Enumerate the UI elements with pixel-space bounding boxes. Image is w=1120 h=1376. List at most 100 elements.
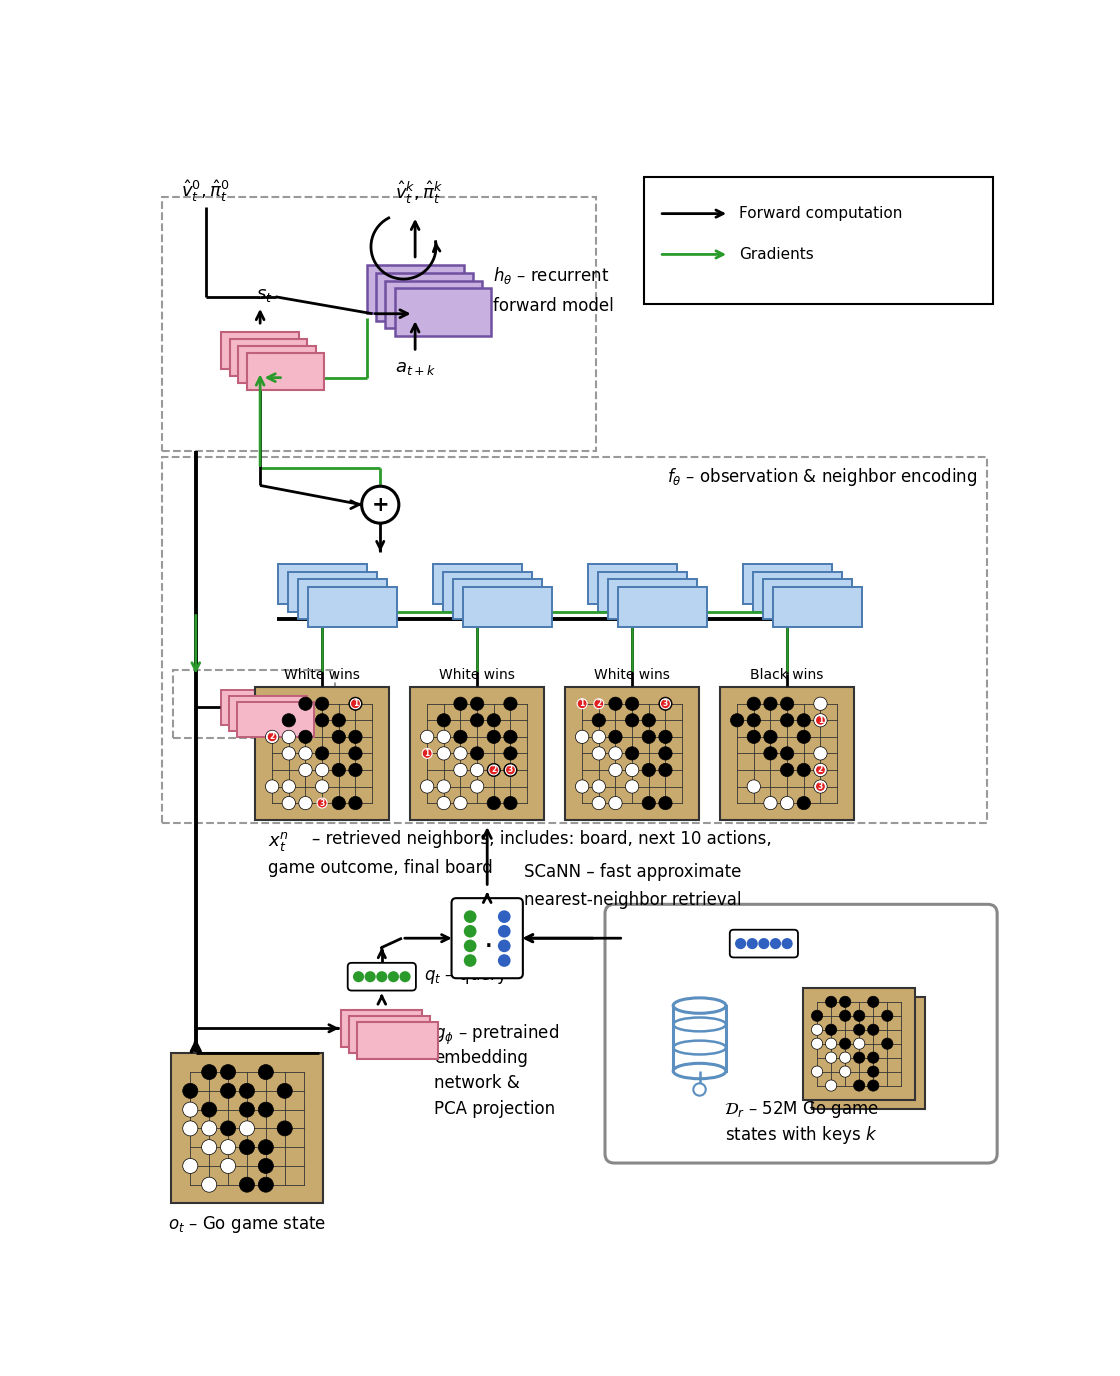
Circle shape bbox=[840, 996, 851, 1007]
Circle shape bbox=[758, 938, 769, 949]
Circle shape bbox=[834, 1006, 846, 1017]
FancyBboxPatch shape bbox=[644, 178, 992, 304]
Circle shape bbox=[265, 731, 279, 743]
Ellipse shape bbox=[673, 998, 726, 1013]
Circle shape bbox=[834, 1061, 846, 1072]
Circle shape bbox=[437, 747, 450, 760]
Circle shape bbox=[797, 731, 811, 743]
Circle shape bbox=[849, 1020, 860, 1031]
FancyBboxPatch shape bbox=[342, 1010, 422, 1047]
Circle shape bbox=[862, 1047, 874, 1058]
Circle shape bbox=[183, 1121, 198, 1137]
Circle shape bbox=[877, 1033, 888, 1044]
Circle shape bbox=[454, 731, 467, 743]
Text: $a_{t+k}$: $a_{t+k}$ bbox=[394, 359, 436, 377]
Text: forward model: forward model bbox=[493, 297, 614, 315]
Circle shape bbox=[317, 798, 327, 808]
Circle shape bbox=[877, 1090, 888, 1101]
Circle shape bbox=[849, 1047, 860, 1058]
Circle shape bbox=[853, 1010, 865, 1021]
Text: $\mathcal{D}_r$ – 52M Go game: $\mathcal{D}_r$ – 52M Go game bbox=[724, 1098, 878, 1120]
Text: PCA projection: PCA projection bbox=[435, 1099, 556, 1117]
Circle shape bbox=[576, 780, 589, 793]
Text: states with keys $k$: states with keys $k$ bbox=[725, 1124, 877, 1146]
Text: 3: 3 bbox=[507, 765, 513, 775]
Circle shape bbox=[892, 1047, 903, 1058]
Circle shape bbox=[642, 714, 655, 727]
Circle shape bbox=[892, 1020, 903, 1031]
FancyBboxPatch shape bbox=[366, 266, 464, 312]
Circle shape bbox=[498, 911, 511, 923]
Circle shape bbox=[625, 747, 638, 760]
Circle shape bbox=[659, 797, 672, 809]
FancyBboxPatch shape bbox=[442, 571, 532, 612]
FancyBboxPatch shape bbox=[451, 899, 523, 978]
Circle shape bbox=[277, 1083, 292, 1098]
FancyBboxPatch shape bbox=[605, 904, 997, 1163]
Circle shape bbox=[504, 764, 517, 776]
Circle shape bbox=[840, 1053, 851, 1064]
Circle shape bbox=[853, 1080, 865, 1091]
Circle shape bbox=[299, 764, 312, 776]
FancyBboxPatch shape bbox=[773, 588, 862, 627]
Circle shape bbox=[362, 486, 399, 523]
Circle shape bbox=[625, 764, 638, 776]
Circle shape bbox=[498, 925, 511, 937]
FancyBboxPatch shape bbox=[432, 564, 522, 604]
Circle shape bbox=[333, 731, 345, 743]
Circle shape bbox=[834, 1033, 846, 1044]
Circle shape bbox=[840, 1038, 851, 1050]
Bar bbox=[410, 687, 544, 820]
FancyBboxPatch shape bbox=[394, 289, 492, 336]
Circle shape bbox=[240, 1083, 254, 1098]
Text: 1: 1 bbox=[353, 699, 358, 709]
Circle shape bbox=[868, 1066, 879, 1077]
FancyBboxPatch shape bbox=[385, 281, 483, 329]
Circle shape bbox=[812, 1038, 823, 1050]
FancyBboxPatch shape bbox=[246, 354, 325, 389]
FancyBboxPatch shape bbox=[347, 963, 416, 991]
Circle shape bbox=[825, 1024, 837, 1035]
FancyBboxPatch shape bbox=[763, 579, 852, 619]
Circle shape bbox=[282, 714, 296, 727]
Circle shape bbox=[592, 731, 606, 743]
Text: 2: 2 bbox=[596, 699, 601, 709]
FancyBboxPatch shape bbox=[222, 332, 299, 369]
Bar bbox=[171, 1053, 323, 1204]
Circle shape bbox=[735, 938, 746, 949]
Text: embedding: embedding bbox=[435, 1049, 529, 1066]
Bar bbox=[720, 687, 853, 820]
Text: $\hat{v}_t^0, \hat{\pi}_t^0$: $\hat{v}_t^0, \hat{\pi}_t^0$ bbox=[181, 179, 231, 204]
Circle shape bbox=[221, 1121, 235, 1137]
Circle shape bbox=[221, 1139, 235, 1154]
Circle shape bbox=[221, 1159, 235, 1174]
Circle shape bbox=[348, 797, 362, 809]
Circle shape bbox=[853, 1053, 865, 1064]
Circle shape bbox=[862, 1020, 874, 1031]
Circle shape bbox=[815, 716, 825, 725]
Circle shape bbox=[821, 1020, 832, 1031]
Circle shape bbox=[821, 1075, 832, 1087]
Text: SCaNN – fast approximate: SCaNN – fast approximate bbox=[524, 863, 741, 881]
Circle shape bbox=[625, 714, 638, 727]
Text: 3: 3 bbox=[663, 699, 668, 709]
Circle shape bbox=[351, 699, 361, 709]
FancyBboxPatch shape bbox=[376, 272, 473, 321]
Text: game outcome, final board: game outcome, final board bbox=[268, 859, 493, 877]
Circle shape bbox=[609, 764, 622, 776]
Circle shape bbox=[747, 780, 760, 793]
Circle shape bbox=[781, 797, 794, 809]
Circle shape bbox=[333, 764, 345, 776]
Text: $\hat{v}_t^k, \hat{\pi}_t^k$: $\hat{v}_t^k, \hat{\pi}_t^k$ bbox=[394, 180, 444, 206]
Circle shape bbox=[592, 797, 606, 809]
Circle shape bbox=[504, 747, 517, 760]
Text: 2: 2 bbox=[492, 765, 496, 775]
Circle shape bbox=[365, 971, 375, 982]
Circle shape bbox=[825, 1053, 837, 1064]
Circle shape bbox=[316, 780, 329, 793]
Circle shape bbox=[316, 747, 329, 760]
Circle shape bbox=[868, 1053, 879, 1064]
Circle shape bbox=[877, 1075, 888, 1087]
Text: White wins: White wins bbox=[439, 667, 515, 681]
Circle shape bbox=[782, 938, 793, 949]
